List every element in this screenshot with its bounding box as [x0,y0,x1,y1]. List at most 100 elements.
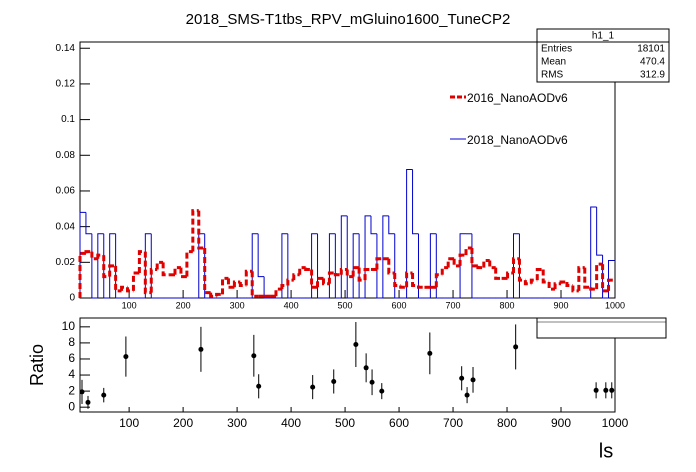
stats-label: RMS [541,70,564,81]
histogram-bin [238,281,247,288]
histogram-bin [435,233,443,299]
x-tick-label: 700 [446,300,461,310]
histogram-bin [286,278,294,286]
histogram-bin [317,233,324,299]
histogram-bin [96,253,104,259]
histogram-bin [304,267,312,271]
x-tick-label: 200 [176,300,191,310]
mini-stats-box [536,317,667,339]
histogram-bin [215,292,223,297]
x-tick-label: 500 [338,300,353,310]
point [256,383,262,389]
x-tick-label: 400 [284,300,299,310]
histogram-bin [155,260,164,270]
histogram-bin [358,233,366,299]
histogram-bin [108,264,116,277]
histogram-bin [547,281,556,291]
histogram-bin [143,251,152,295]
histogram-bin [565,281,573,288]
chart-title: 2018_SMS-T1tbs_RPV_mGluino1600_TuneCP2 [186,11,511,28]
histogram-bin [333,273,342,277]
histogram-bin [464,246,472,256]
histogram-bin [287,233,294,299]
y-tick-label: 4 [68,367,75,381]
histogram-bin [209,292,217,298]
histogram-bin [399,285,407,289]
histogram-bin [345,269,354,279]
histogram-bin [126,287,134,293]
histogram-bin [203,248,211,295]
histogram-bin [571,285,579,293]
y-tick-label: 0.08 [56,150,76,161]
histogram-bin [518,233,526,299]
histogram-bin [488,260,496,270]
histogram-bin [411,273,419,288]
y-tick-label: 6 [68,351,75,365]
histogram-bin [394,233,401,299]
point [470,377,476,383]
histogram-bin [529,278,538,284]
histogram-bin [131,271,140,291]
histogram-bin [376,233,383,299]
histogram-bin [357,267,366,282]
point [310,384,316,390]
histogram-bin [310,269,318,289]
point [198,346,204,352]
histogram-bin [84,250,92,254]
histogram-bin [97,233,104,298]
stats-box: h1_1 [536,28,670,83]
point [363,365,369,371]
histogram-bin [316,276,324,288]
histogram-bin [535,267,544,281]
x-tick-label: 600 [392,300,407,310]
histogram-bin [298,266,306,275]
bottom-frame [79,317,616,413]
legend-label: 2016_NanoAODv6 [467,91,568,105]
histogram-bin [226,278,235,289]
point [353,342,359,348]
histogram-bin [149,267,158,293]
histogram-bin [388,215,395,235]
y-tick-label: 2 [68,383,75,397]
y-tick-label: 0.04 [56,221,76,232]
histogram-bin [512,257,520,274]
x-tick-label: 300 [227,416,247,430]
histogram-bin [482,259,490,268]
point [459,375,465,381]
histogram-bin [434,273,443,288]
histogram-bin [393,273,401,288]
y-tick-label: 0.14 [56,43,76,54]
x-tick-label: 1000 [605,300,625,310]
histogram-bin [346,215,354,299]
histogram-bin [541,269,550,284]
histogram-bin [161,262,170,277]
histogram-bin [327,271,336,284]
histogram-bin [476,265,484,270]
histogram-bin [517,258,526,282]
point [331,378,337,384]
histogram-bin [280,284,288,290]
point [251,353,257,359]
point [101,392,107,398]
histogram-bin [144,233,152,298]
y-tick-label: 8 [68,335,75,349]
histogram-bin [257,233,265,278]
x-tick-label: 700 [443,416,463,430]
histogram-bin [232,280,241,288]
x-tick-label: 200 [173,416,193,430]
histogram-bin [583,267,591,289]
point [603,387,609,393]
legend-label: 2018_NanoAODv6 [467,133,568,147]
y-axis-title: Ratio [27,344,47,386]
point [379,388,385,394]
histogram-bin [173,266,181,275]
stats-value: 470.4 [640,57,665,68]
histogram-bin [150,233,158,299]
stats-title: h1_1 [592,31,615,42]
stats-label: Entries [541,44,572,55]
histogram-bin [204,233,211,299]
histogram-bin [250,271,259,298]
histogram-bin [553,282,562,290]
y-tick-label: 0.12 [56,79,76,90]
histogram-bin [590,206,597,298]
